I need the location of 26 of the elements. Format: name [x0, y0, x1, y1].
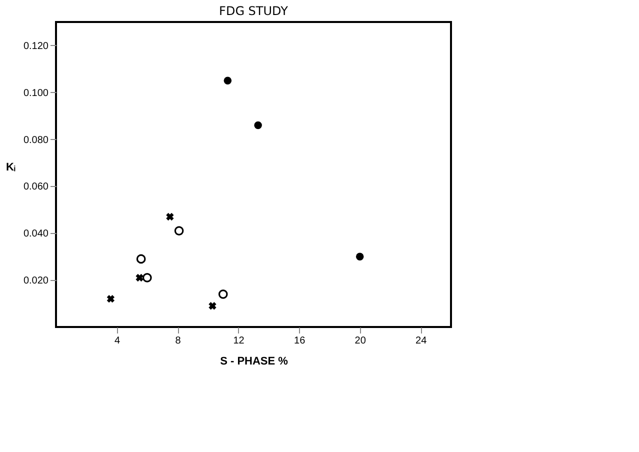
x-tick-label: 12 [233, 336, 245, 346]
y-axis-title: Kᵢ [6, 162, 16, 174]
point [136, 254, 146, 264]
x-tick-label: 4 [114, 336, 120, 346]
point [142, 273, 152, 282]
x-tick-label: 8 [175, 336, 182, 346]
point [166, 212, 174, 221]
y-tick-label: 0.100 [23, 88, 49, 99]
point [174, 226, 184, 236]
y-tick-label: 0.040 [23, 228, 49, 240]
x-tick-label: 24 [416, 336, 428, 346]
point [224, 76, 232, 85]
point [208, 302, 216, 310]
point [254, 121, 262, 130]
point [218, 289, 228, 299]
y-tick-label: 0.080 [23, 134, 49, 146]
x-tick-label: 16 [294, 336, 306, 346]
point [356, 252, 364, 260]
point [136, 274, 144, 282]
point [106, 295, 115, 303]
y-tick-label: 0.120 [23, 40, 49, 52]
y-tick-label: 0.060 [23, 182, 49, 193]
y-tick-label: 0.020 [23, 276, 49, 287]
x-axis-title: S - PHASE % [220, 356, 288, 368]
x-tick-label: 20 [354, 336, 366, 346]
chart-title: FDG STUDY [219, 4, 289, 18]
